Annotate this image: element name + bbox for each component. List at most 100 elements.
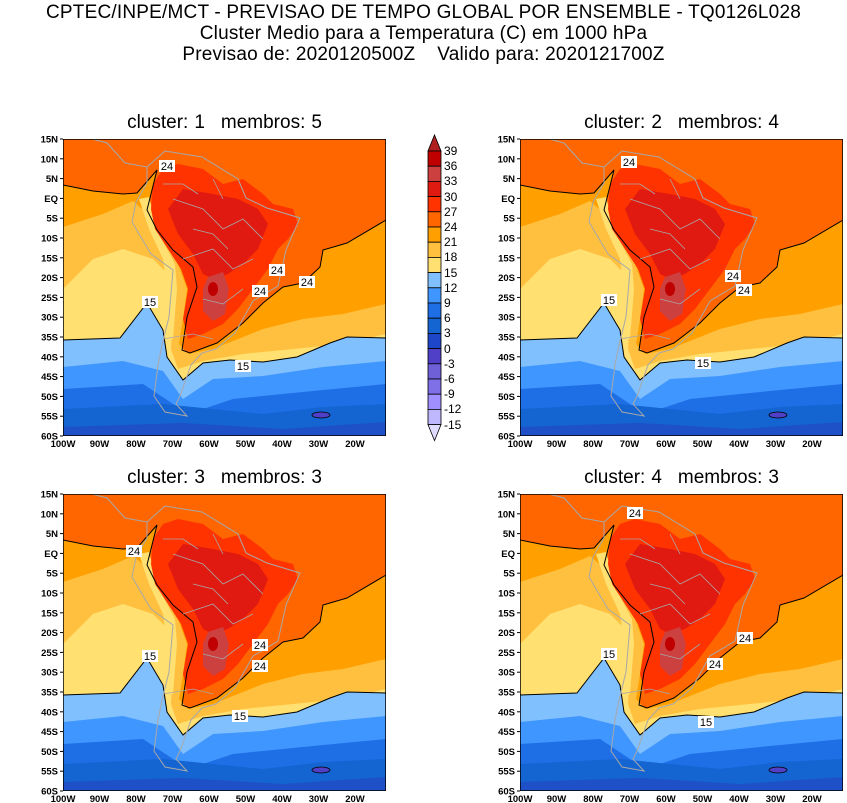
contour-label-text: 24 — [727, 271, 739, 283]
lat-tick-label: EQ — [44, 194, 58, 205]
lat-tick-label: EQ — [501, 194, 515, 205]
colorbar-label: -15 — [444, 417, 462, 432]
contour-label: 24 — [707, 658, 723, 671]
colorbar-label: 18 — [444, 250, 458, 265]
contour-label-box — [126, 545, 142, 557]
colorbar-swatch — [427, 302, 442, 319]
temperature-map: 24 24 24 15 15 15N 10N 5N EQ 5S 10S 15S 20S 25S 30S 35S… — [41, 490, 386, 803]
lon-tick-label: 30W — [766, 439, 786, 450]
contour-label-text: 24 — [254, 661, 266, 673]
panel-title-membros-label: membros: — [677, 467, 763, 488]
colorbar-swatch — [427, 241, 442, 258]
contour-label-box — [601, 294, 617, 306]
colorbar-label: 0 — [444, 341, 451, 356]
lat-tick-label: 5S — [503, 569, 515, 580]
colorbar-label: 36 — [444, 159, 458, 174]
lat-tick-label: 60S — [41, 787, 58, 798]
contour-label-text: 24 — [254, 286, 266, 298]
panel-title-cluster-label: cluster: — [127, 467, 189, 488]
lat-tick-label: 25S — [498, 648, 515, 659]
lat-tick-label: 15N — [498, 135, 516, 146]
lat-tick-label: 45S — [498, 727, 515, 738]
lat-tick-label: 20S — [498, 628, 515, 639]
lon-tick-label: 50W — [693, 794, 713, 803]
lat-tick-label: 60S — [498, 787, 515, 798]
contour-label-text: 24 — [629, 508, 641, 520]
panel-title-cluster: 2 — [651, 112, 662, 133]
lon-tick-label: 40W — [272, 439, 292, 450]
lat-tick-label: 10S — [498, 234, 515, 245]
lat-tick-label: 15N — [498, 490, 516, 501]
lat-tick-label: 10S — [41, 234, 58, 245]
lat-tick-label: 25S — [41, 648, 58, 659]
map-panel-cluster-4: 24 24 24 15 15 15N 10N 5N EQ 5S 10S 15S 20S 25S 30S 35S… — [498, 490, 843, 803]
contour-label: 24 — [252, 639, 268, 652]
lat-tick-label: 60S — [41, 432, 58, 443]
colorbar-swatch — [427, 408, 442, 425]
contour-label-box — [725, 270, 741, 282]
lat-tick-label: 60S — [498, 432, 515, 443]
contour-label-text: 24 — [254, 640, 266, 652]
contour-label: 15 — [695, 357, 711, 370]
colorbar-label: 33 — [444, 174, 458, 189]
contour-label-box — [736, 284, 752, 296]
lon-tick-label: 40W — [272, 794, 292, 803]
subtitle-dates: Previsao de: 2020120500Z Valido para: 20… — [182, 44, 665, 65]
colorbar-swatch — [427, 211, 442, 228]
contour-label: 24 — [269, 264, 285, 277]
lat-tick-label: 10S — [498, 589, 515, 600]
panel-title: cluster: 1 membros: 5 — [63, 112, 386, 134]
contour-label-text: 15 — [603, 295, 615, 307]
lon-tick-label: 30W — [309, 794, 329, 803]
lat-tick-label: 10N — [498, 154, 516, 165]
contour-label-text: 24 — [739, 633, 751, 645]
colorbar-over-triangle — [427, 133, 442, 152]
lon-tick-label: 20W — [345, 794, 365, 803]
lon-tick-label: 80W — [583, 439, 603, 450]
contour-label: 24 — [252, 660, 268, 673]
lat-tick-label: 5S — [503, 214, 515, 225]
contour-label-box — [695, 357, 711, 369]
lat-tick-label: 30S — [498, 668, 515, 679]
lat-tick-label: 35S — [41, 333, 58, 344]
lon-tick-label: 60W — [199, 439, 219, 450]
lon-tick-label: 100W — [508, 439, 533, 450]
subtitle-variable: Cluster Medio para a Temperatura (C) em … — [199, 23, 648, 44]
lat-tick-label: 25S — [41, 293, 58, 304]
lon-tick-label: 60W — [656, 439, 676, 450]
contour-label-box — [252, 660, 268, 672]
lat-tick-label: 20S — [41, 273, 58, 284]
colorbar-label: 27 — [444, 204, 458, 219]
lat-tick-label: 40S — [41, 352, 58, 363]
lat-tick-label: 10S — [41, 589, 58, 600]
contour-label-text: 24 — [301, 277, 313, 289]
contour-label-box — [252, 639, 268, 651]
contour-label-text: 15 — [234, 711, 246, 723]
lat-tick-label: 55S — [41, 412, 58, 423]
contour-label: 24 — [737, 632, 753, 645]
lat-tick-label: 15S — [41, 253, 58, 264]
panel-title-cluster: 1 — [194, 112, 205, 133]
lat-tick-label: 35S — [498, 688, 515, 699]
panel-title: cluster: 2 membros: 4 — [520, 112, 843, 134]
lon-tick-label: 70W — [620, 794, 640, 803]
contour-label-text: 24 — [709, 659, 721, 671]
contour-label-box — [737, 632, 753, 644]
lon-tick-label: 70W — [163, 794, 183, 803]
lat-tick-label: 50S — [498, 392, 515, 403]
lon-tick-label: 50W — [693, 439, 713, 450]
lat-tick-label: 15S — [498, 608, 515, 619]
contour-label: 15 — [601, 294, 617, 307]
colorbar-swatch — [427, 332, 442, 349]
lat-tick-label: 15N — [41, 135, 59, 146]
colorbar-swatch — [427, 363, 442, 380]
panel-title-membros: 4 — [768, 112, 779, 133]
contour-label-box — [142, 296, 158, 308]
lat-tick-label: 35S — [41, 688, 58, 699]
contour-label-box — [707, 658, 723, 670]
colorbar-swatch — [427, 393, 442, 410]
contour-label-box — [698, 716, 714, 728]
contour-label-text: 24 — [128, 546, 140, 558]
colorbar-swatch — [427, 150, 442, 167]
contour-label: 15 — [601, 648, 617, 661]
